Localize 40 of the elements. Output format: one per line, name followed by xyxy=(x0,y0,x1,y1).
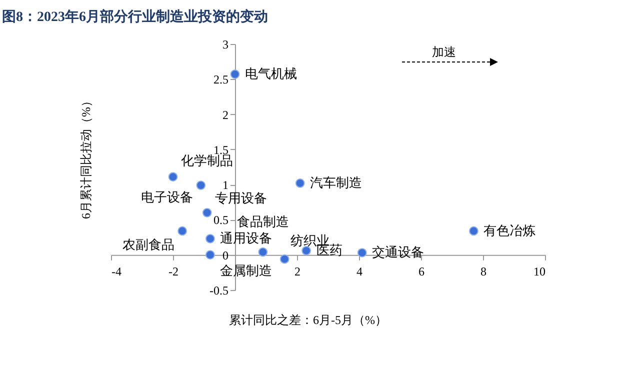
y-axis-title: 6月累计同比拉动（%） xyxy=(79,95,93,219)
point xyxy=(357,248,367,258)
series-label: 农副食品 xyxy=(122,236,174,252)
point xyxy=(168,172,178,182)
series-label: 金属制造 xyxy=(220,262,272,278)
point xyxy=(469,226,478,236)
point xyxy=(196,180,206,190)
chart-title: 图8：2023年6月部分行业制造业投资的变动 xyxy=(2,8,268,25)
y-tick-label: 2 xyxy=(222,108,228,122)
x-tick-label: 10 xyxy=(534,264,546,278)
x-axis-title: 累计同比之差：6月-5月（%） xyxy=(229,313,387,327)
point xyxy=(202,208,212,218)
series-label: 电子设备 xyxy=(140,189,193,204)
y-tick-label: 0 xyxy=(222,248,228,262)
y-tick-label: -0.5 xyxy=(210,284,228,298)
series-label: 有色冶炼 xyxy=(484,222,536,238)
x-tick-label: -4 xyxy=(112,264,122,278)
series-label: 汽车制造 xyxy=(310,175,362,190)
series-label: 通用设备 xyxy=(220,230,272,246)
y-tick-label: 3 xyxy=(222,38,228,52)
point xyxy=(178,226,187,236)
annotation: 加速 xyxy=(432,44,456,61)
point xyxy=(295,178,305,188)
point xyxy=(206,234,215,244)
y-tick-label: 0.5 xyxy=(214,213,228,228)
point xyxy=(230,70,240,79)
x-tick-label: 4 xyxy=(356,264,362,278)
x-tick-label: -2 xyxy=(168,264,178,278)
point xyxy=(206,250,215,260)
series-label: 电气机械 xyxy=(245,66,297,82)
y-tick-label: 1 xyxy=(222,178,228,192)
x-tick-label: 8 xyxy=(480,264,486,278)
x-tick-label: 2 xyxy=(294,264,300,278)
x-tick-label: 6 xyxy=(418,264,424,278)
point xyxy=(258,247,268,257)
text: 食品制造 xyxy=(236,214,289,230)
series-label: 交通设备 xyxy=(372,244,424,260)
series-label: 专用设备 xyxy=(215,190,268,206)
point xyxy=(280,254,290,264)
y-tick-label: 2.5 xyxy=(214,72,228,87)
